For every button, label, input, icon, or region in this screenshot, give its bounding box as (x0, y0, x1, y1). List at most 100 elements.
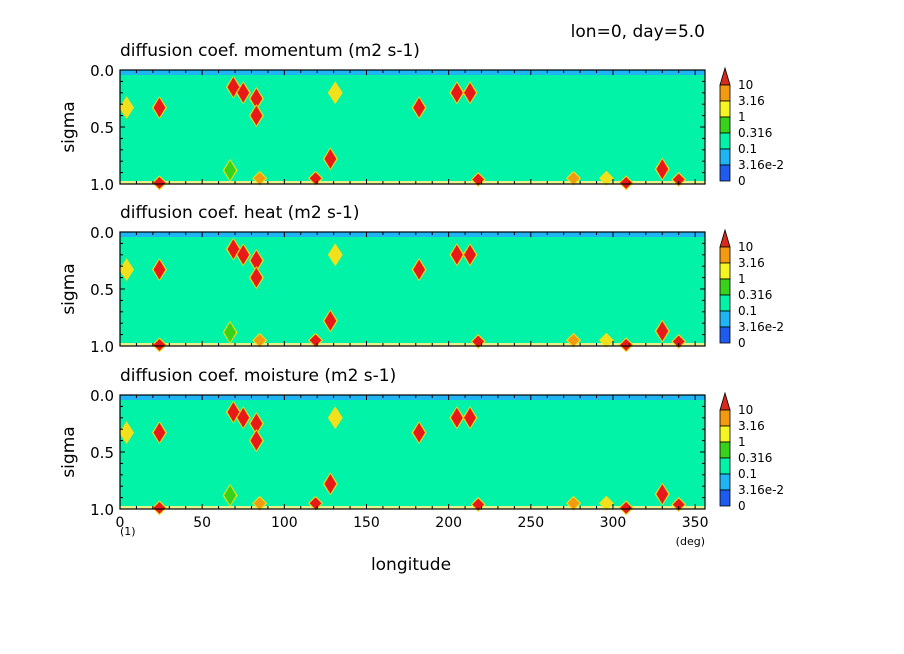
peak-marker (329, 407, 342, 428)
colorbar-label: 10 (738, 78, 753, 92)
panel-title: diffusion coef. heat (m2 s-1) (120, 203, 360, 223)
x-tick-label: 150 (353, 515, 380, 531)
colorbar-label: 10 (738, 403, 753, 417)
colorbar-bin (719, 409, 731, 427)
field-bottom-band (120, 506, 705, 509)
colorbar-label: 1 (738, 110, 746, 124)
peak-marker (672, 498, 685, 511)
y-tick-label: 0.5 (90, 281, 114, 299)
peak-marker (237, 407, 250, 428)
colorbar-bin (719, 441, 731, 459)
peak-marker (250, 267, 263, 288)
peak-marker (656, 321, 669, 342)
colorbar-bin (719, 457, 731, 475)
y-tick-label: 0.5 (90, 444, 114, 462)
y-tick-label: 0.0 (90, 224, 114, 242)
colorbar-label: 0 (738, 174, 746, 188)
x-tick-label: 50 (193, 515, 211, 531)
colorbar-overflow-triangle (719, 66, 731, 86)
colorbar-label: 0.316 (738, 288, 772, 302)
colorbar-label: 1 (738, 272, 746, 286)
peak-marker (656, 159, 669, 180)
peak-marker (413, 422, 426, 443)
colorbar-label: 0.1 (738, 467, 757, 481)
field-background (120, 70, 705, 184)
peak-marker (672, 335, 685, 348)
y-tick-label: 1.0 (90, 501, 114, 519)
colorbar-overflow-triangle (719, 391, 731, 411)
colorbar-label: 0.1 (738, 142, 757, 156)
peak-marker (250, 430, 263, 451)
colorbar-bin (719, 148, 731, 166)
colorbar-label: 3.16 (738, 419, 765, 433)
colorbar-bin (719, 116, 731, 134)
peak-marker (253, 334, 266, 347)
peak-marker (600, 172, 613, 185)
colorbar-bin (719, 326, 731, 344)
colorbar-bin (719, 164, 731, 182)
peak-marker (153, 259, 166, 280)
field-background (120, 395, 705, 509)
peak-marker (224, 322, 237, 343)
colorbar-bin (719, 489, 731, 507)
peak-marker (250, 413, 263, 434)
x-axis-label: longitude (371, 555, 451, 575)
field-top-band (120, 70, 705, 75)
colorbar-bin (719, 310, 731, 328)
colorbar-bin (719, 84, 731, 102)
x-tick-label: 200 (435, 515, 462, 531)
colorbar-bin (719, 262, 731, 280)
figure-footnote: (1) (120, 525, 136, 538)
peak-marker (237, 82, 250, 103)
peak-marker (600, 334, 613, 347)
peak-marker (656, 484, 669, 505)
run-info-label: lon=0, day=5.0 (571, 22, 705, 42)
peak-marker (250, 105, 263, 126)
colorbar-label: 0 (738, 499, 746, 513)
y-axis-label: sigma (59, 263, 79, 314)
peak-marker (329, 244, 342, 265)
peak-marker (120, 422, 133, 443)
x-tick-label: 250 (517, 515, 544, 531)
colorbar-label: 3.16e-2 (738, 158, 784, 172)
x-tick-label: 100 (271, 515, 298, 531)
colorbar-label: 0.316 (738, 126, 772, 140)
x-unit-label: (deg) (676, 535, 705, 548)
colorbar-label: 3.16e-2 (738, 320, 784, 334)
peak-marker (464, 82, 477, 103)
field-top-band (120, 395, 705, 400)
colorbar-bin (719, 294, 731, 312)
peak-marker (413, 97, 426, 118)
colorbar-bin (719, 132, 731, 150)
peak-marker (237, 244, 250, 265)
colorbar-overflow-triangle (719, 228, 731, 248)
colorbar-bin (719, 278, 731, 296)
y-tick-label: 0.5 (90, 119, 114, 137)
y-tick-label: 1.0 (90, 338, 114, 356)
peak-marker (309, 497, 322, 510)
peak-marker (620, 501, 633, 514)
y-tick-label: 1.0 (90, 176, 114, 194)
panel-1: diffusion coef. momentum (m2 s-1) 0.0 0.5 1… (59, 41, 784, 194)
panel-2: diffusion coef. heat (m2 s-1) 0.0 0.5 1.0 si… (59, 203, 784, 356)
colorbar-label: 3.16 (738, 256, 765, 270)
peak-marker (620, 176, 633, 189)
panel-title: diffusion coef. momentum (m2 s-1) (120, 41, 420, 61)
peak-marker (153, 338, 166, 351)
field-top-band (120, 232, 705, 237)
colorbar-bin (719, 425, 731, 443)
colorbar: 10 3.16 1 0.316 0.1 3.16e-2 0 (719, 66, 784, 188)
field-bottom-band (120, 181, 705, 184)
peak-marker (224, 160, 237, 181)
y-tick-label: 0.0 (90, 62, 114, 80)
y-tick-label: 0.0 (90, 387, 114, 405)
field-bottom-band (120, 343, 705, 346)
peak-marker (224, 485, 237, 506)
peak-marker (309, 172, 322, 185)
colorbar-bin (719, 473, 731, 491)
peak-marker (153, 422, 166, 443)
x-tick-label: 300 (600, 515, 627, 531)
colorbar-label: 0 (738, 336, 746, 350)
peak-marker (450, 244, 463, 265)
x-tick-label: 0 (116, 515, 125, 531)
